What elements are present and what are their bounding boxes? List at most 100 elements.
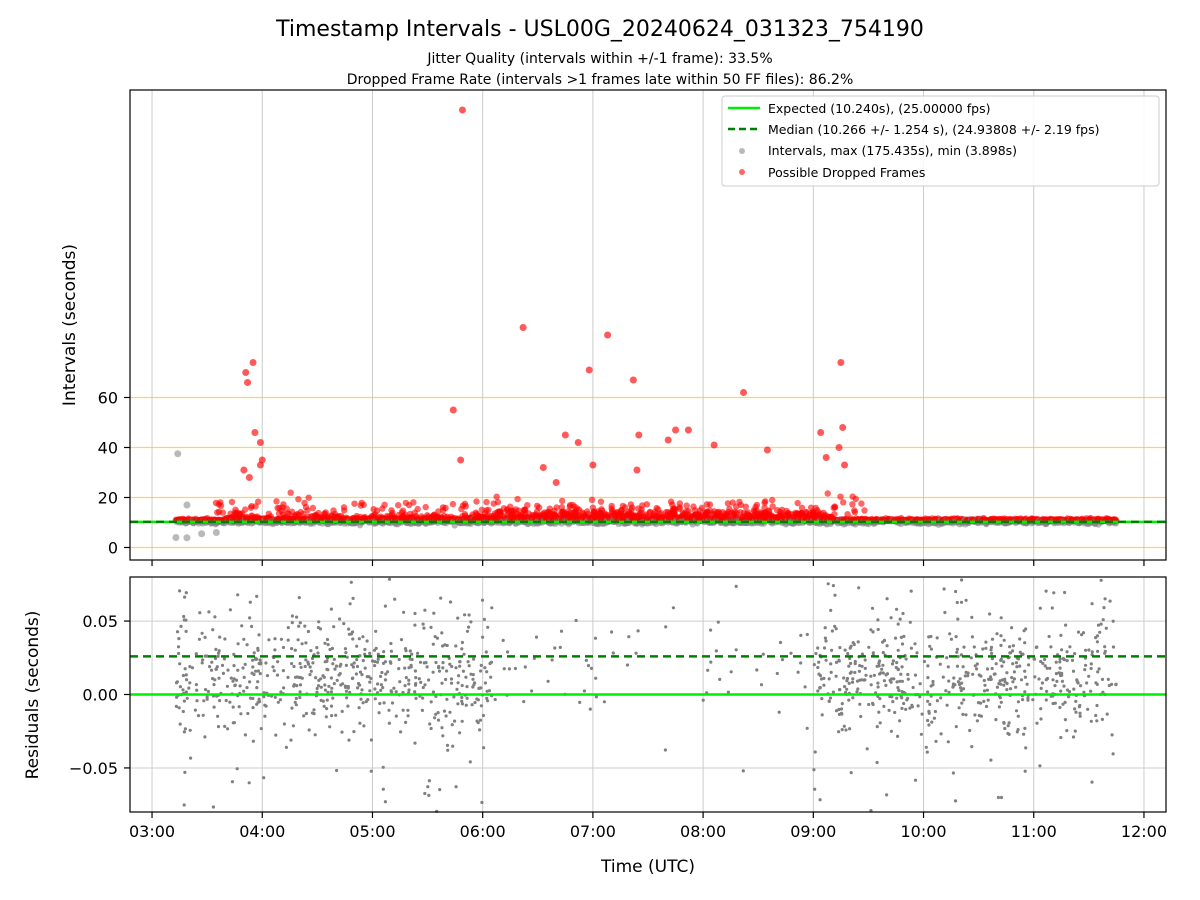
- residual-point: [341, 682, 345, 686]
- residual-point: [343, 684, 347, 688]
- dropped-frame-point: [744, 509, 752, 516]
- residual-point: [926, 664, 930, 668]
- dropped-frame-point: [497, 510, 505, 517]
- residual-point: [1096, 649, 1100, 654]
- dropped-frame-point: [837, 493, 844, 500]
- residual-point: [486, 699, 490, 703]
- residual-point: [812, 663, 816, 667]
- residual-point: [223, 637, 227, 641]
- residual-point: [1055, 679, 1059, 684]
- residual-point: [220, 663, 225, 668]
- dropped-frame-outlier: [242, 369, 250, 376]
- residual-point: [1012, 677, 1017, 681]
- residual-point: [295, 675, 299, 679]
- dropped-frame-point: [702, 510, 710, 517]
- residual-point: [454, 666, 458, 670]
- interval-outlier-point: [172, 534, 180, 541]
- residual-point: [1099, 622, 1103, 626]
- residual-point: [594, 676, 598, 680]
- residual-point: [927, 723, 931, 727]
- residual-point: [315, 686, 319, 691]
- residual-point: [966, 674, 970, 678]
- residual-point: [990, 657, 995, 661]
- dropped-frame-outlier: [822, 454, 830, 461]
- residual-point: [373, 664, 377, 668]
- residual-point: [179, 624, 183, 629]
- residual-point: [1108, 599, 1112, 603]
- residual-point: [290, 614, 294, 618]
- residual-point: [1087, 648, 1091, 652]
- dropped-frame-outlier: [633, 466, 641, 474]
- residual-point: [355, 664, 360, 669]
- residual-point: [349, 580, 353, 584]
- residual-point: [502, 667, 506, 671]
- residual-point: [586, 664, 591, 668]
- dropped-frame-outlier: [458, 106, 466, 114]
- residual-point: [805, 726, 809, 730]
- residual-point: [891, 700, 895, 704]
- residual-point: [1071, 669, 1076, 673]
- residual-point: [1015, 665, 1019, 669]
- residual-point: [427, 793, 431, 798]
- residual-point: [523, 665, 527, 669]
- residual-point: [1054, 672, 1058, 676]
- residual-point: [368, 651, 372, 656]
- residual-point: [382, 701, 386, 705]
- dropped-frame-outlier: [664, 436, 672, 444]
- residual-point: [919, 732, 924, 736]
- residual-point: [197, 637, 201, 641]
- residual-point: [329, 704, 334, 708]
- residual-point: [853, 659, 857, 664]
- residual-point: [300, 642, 304, 646]
- residual-point: [413, 683, 418, 687]
- residual-point: [960, 681, 964, 685]
- residual-point: [237, 705, 241, 709]
- chart-title: Timestamp Intervals - USL00G_20240624_03…: [275, 17, 924, 42]
- residual-point: [963, 674, 967, 678]
- residual-point: [816, 646, 820, 650]
- residual-point: [954, 635, 958, 639]
- residual-point: [185, 678, 189, 682]
- residual-point: [381, 787, 385, 791]
- residual-point: [181, 673, 185, 678]
- residual-point: [456, 681, 460, 685]
- residual-point: [625, 663, 630, 667]
- residual-point: [1024, 627, 1028, 631]
- dropped-frame-point: [478, 506, 486, 513]
- residual-point: [995, 685, 1000, 689]
- residual-point: [376, 657, 380, 661]
- residual-point: [383, 678, 388, 682]
- residual-point: [238, 684, 242, 688]
- residual-point: [439, 596, 443, 600]
- residual-point: [183, 595, 187, 599]
- residual-point: [1074, 710, 1078, 714]
- residual-point: [216, 725, 221, 729]
- residual-point: [318, 627, 323, 631]
- residual-point: [394, 690, 398, 694]
- residual-point: [989, 645, 994, 650]
- residual-point: [960, 578, 964, 582]
- residual-point: [842, 724, 846, 728]
- residual-point: [418, 660, 423, 664]
- residual-point: [726, 690, 731, 694]
- residual-point: [706, 668, 710, 672]
- dropped-frame-outlier: [258, 456, 266, 464]
- residual-point: [444, 677, 448, 682]
- residual-point: [348, 602, 352, 606]
- residual-point: [344, 689, 348, 693]
- residual-point: [1079, 684, 1083, 688]
- residual-point: [882, 679, 887, 683]
- dropped-frame-point: [440, 507, 447, 514]
- residual-point: [426, 785, 430, 789]
- residual-point: [223, 724, 227, 729]
- dropped-frame-point: [861, 507, 868, 514]
- residual-point: [1106, 677, 1110, 682]
- residual-point: [351, 596, 355, 601]
- residual-point: [230, 780, 234, 784]
- residual-point: [1103, 645, 1107, 649]
- residual-point: [302, 714, 306, 718]
- residual-point: [1082, 690, 1086, 694]
- dropped-frame-outlier: [519, 324, 527, 331]
- dropped-frame-point: [414, 505, 421, 513]
- top-axes-frame: [129, 89, 1167, 561]
